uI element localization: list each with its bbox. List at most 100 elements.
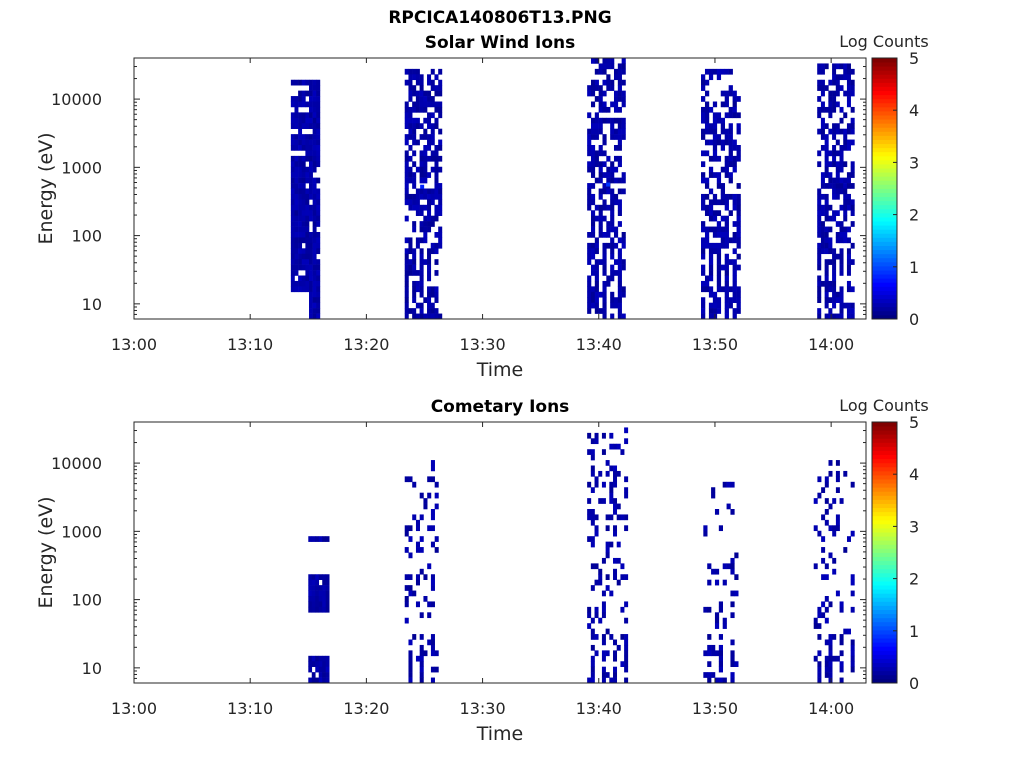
spectrogram-cell: [701, 248, 706, 255]
spectrogram-cell: [419, 270, 424, 276]
colorbar-swatch: [872, 442, 897, 447]
spectrogram-cell: [290, 172, 295, 178]
spectrogram-cell: [594, 650, 599, 657]
spectrogram-cell: [290, 221, 295, 227]
spectrogram-cell: [308, 579, 313, 586]
spectrogram-cell: [322, 601, 327, 608]
spectrogram-cell: [620, 661, 625, 667]
spectrogram-cell: [850, 123, 855, 129]
spectrogram-cell: [606, 226, 611, 233]
spectrogram-cell: [430, 286, 435, 293]
spectrogram-cell: [408, 308, 413, 314]
spectrogram-cell: [835, 237, 840, 244]
spectrogram-cell: [613, 503, 618, 510]
spectrogram-cell: [817, 286, 822, 293]
colorbar-swatch: [872, 430, 897, 435]
spectrogram-cell: [290, 79, 295, 86]
spectrogram-cell: [707, 672, 712, 678]
spectrogram-cell: [621, 172, 626, 178]
spectrogram-cell: [316, 117, 321, 124]
spectrogram-cell: [813, 525, 818, 532]
spectrogram-cell: [610, 204, 615, 211]
spectrogram-cell: [419, 661, 424, 667]
colorbar-swatch: [872, 233, 897, 238]
spectrogram-cell: [602, 183, 607, 189]
spectrogram-cell: [301, 193, 306, 200]
spectrogram-cell: [606, 172, 611, 178]
spectrogram-cell: [828, 666, 833, 673]
spectrogram-cell: [322, 574, 327, 580]
spectrogram-cell: [821, 487, 826, 493]
spectrogram-cell: [817, 215, 822, 222]
spectrogram-cell: [316, 177, 321, 184]
spectrogram-cell: [850, 574, 855, 580]
spectrogram-cell: [824, 563, 829, 570]
spectrogram-cell: [587, 193, 592, 200]
spectrogram-cell: [312, 134, 317, 140]
spectrogram-cell: [708, 242, 714, 249]
spectrogram-cell: [408, 536, 413, 542]
spectrogram-cell: [419, 134, 424, 140]
spectrogram-cell: [828, 96, 833, 102]
spectrogram-cell: [309, 183, 313, 189]
spectrogram-cell: [609, 514, 614, 521]
spectrogram-cell: [594, 204, 599, 211]
spectrogram-cell: [587, 286, 592, 293]
spectrogram-cell: [720, 128, 726, 135]
spectrogram-cell: [587, 232, 592, 238]
spectrogram-cell: [415, 101, 420, 108]
spectrogram-cell: [315, 661, 320, 667]
spectrogram-cell: [832, 313, 837, 320]
colorbar-swatch: [872, 528, 897, 533]
spectrogram-cell: [438, 188, 443, 195]
spectrogram-cell: [620, 449, 625, 455]
spectrogram-cell: [315, 536, 320, 542]
spectrogram-cell: [613, 525, 618, 532]
spectrogram-cell: [298, 210, 303, 216]
spectrogram-cell: [624, 487, 629, 493]
spectrogram-cell: [846, 628, 851, 635]
spectrogram-cell: [613, 199, 619, 206]
spectrogram-cell: [832, 297, 837, 303]
spectrogram-cell: [294, 161, 299, 168]
spectrogram-cell: [817, 161, 822, 168]
spectrogram-cell: [617, 188, 622, 195]
spectrogram-cell: [605, 672, 610, 678]
spectrogram-cell: [820, 204, 825, 211]
spectrogram-cell: [408, 166, 413, 173]
colorbar-swatch: [872, 306, 897, 312]
spectrogram-cell: [434, 204, 439, 211]
spectrogram-cell: [824, 280, 829, 287]
spectrogram-cell: [824, 63, 829, 70]
spectrogram-cell: [820, 68, 825, 75]
spectrogram-cell: [408, 661, 413, 667]
spectrogram-cell: [312, 259, 317, 265]
colorbar-swatch: [872, 286, 897, 291]
spectrogram-cell: [843, 226, 848, 233]
spectrogram-cell: [316, 90, 321, 97]
spectrogram-cell: [839, 601, 844, 608]
spectrogram-cell: [832, 568, 837, 575]
spectrogram-cell: [824, 481, 829, 488]
colorbar-swatch: [872, 511, 897, 517]
spectrogram-cell: [722, 623, 727, 629]
spectrogram-cell: [606, 74, 611, 81]
spectrogram-cell: [817, 612, 822, 619]
spectrogram-cell: [408, 193, 413, 200]
spectrogram-cell: [839, 498, 844, 504]
spectrogram-cell: [294, 221, 299, 227]
spectrogram-cell: [419, 85, 424, 91]
spectrogram-cell: [438, 101, 443, 108]
spectrogram-cell: [602, 242, 607, 249]
spectrogram-cell: [408, 204, 413, 211]
spectrogram-cell: [312, 291, 317, 298]
spectrogram-cell: [824, 302, 829, 309]
spectrogram-cell: [824, 519, 829, 526]
spectrogram-cell: [617, 199, 622, 206]
spectrogram-cell: [316, 139, 321, 146]
spectrogram-cell: [828, 90, 833, 97]
spectrogram-cell: [590, 585, 595, 591]
spectrogram-cell: [724, 134, 729, 140]
spectrogram-cell: [736, 155, 741, 162]
